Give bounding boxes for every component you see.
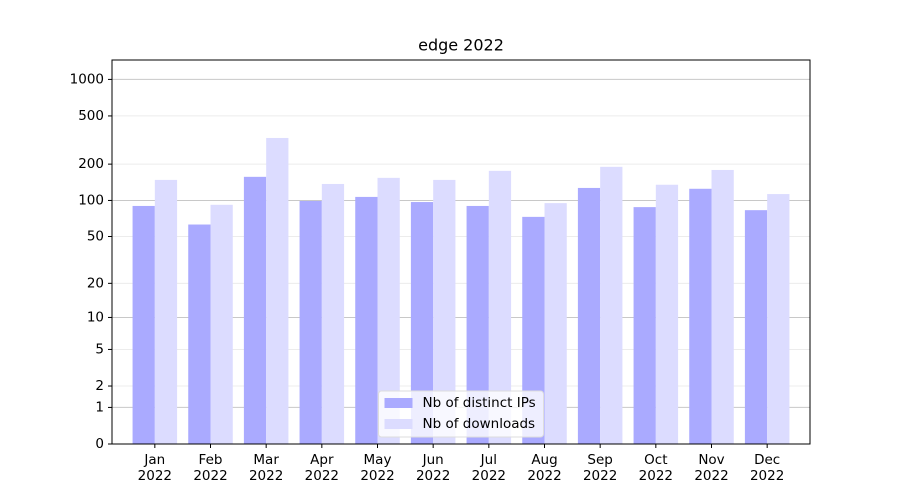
bar	[655, 184, 679, 444]
bar	[243, 176, 267, 445]
x-tick-label: Jul 2022	[471, 452, 506, 484]
y-tick-label: 10	[87, 309, 104, 325]
legend-label: Nb of distinct IPs	[423, 395, 536, 411]
chart-title: edge 2022	[418, 36, 504, 55]
bar	[377, 177, 400, 444]
x-tick-label: Oct 2022	[638, 452, 673, 484]
bar	[600, 166, 623, 444]
bar	[266, 137, 289, 444]
y-tick-label: 20	[87, 275, 104, 291]
y-tick-label: 1000	[70, 71, 104, 87]
bar	[433, 179, 456, 444]
bar	[577, 187, 601, 444]
bar	[188, 224, 211, 444]
x-tick-label: May 2022	[360, 452, 395, 484]
x-tick-label: Jan 2022	[137, 452, 172, 484]
bar	[132, 205, 155, 444]
bar	[210, 204, 233, 444]
x-tick-label: Aug 2022	[527, 452, 562, 484]
bar	[544, 203, 567, 444]
legend-label: Nb of downloads	[423, 416, 536, 432]
bar	[410, 202, 434, 444]
x-tick-label: Jun 2022	[415, 452, 451, 484]
legend-swatch	[384, 398, 413, 408]
legend-swatch	[384, 419, 413, 429]
plot-frame	[111, 59, 811, 445]
legend-box	[378, 390, 544, 438]
x-tick-label: Sep 2022	[582, 452, 618, 484]
y-tick-label: 2	[95, 378, 104, 394]
bar	[466, 205, 489, 444]
y-tick-label: 50	[87, 229, 104, 245]
x-tick-label: Nov 2022	[694, 452, 729, 484]
y-tick-label: 0	[95, 436, 104, 452]
bar	[689, 188, 712, 444]
legend: Nb of distinct IPs Nb of downloads	[378, 390, 544, 438]
bar	[744, 210, 768, 444]
x-tick-label: Feb 2022	[193, 452, 228, 484]
y-tick-label: 5	[95, 341, 104, 357]
x-tick-label: Mar 2022	[248, 452, 284, 484]
y-tick-label: 100	[78, 192, 104, 208]
bar	[154, 179, 178, 444]
bar	[711, 169, 734, 444]
bar	[321, 183, 345, 444]
y-tick-label: 200	[78, 156, 104, 172]
bar	[522, 216, 545, 444]
bar	[488, 170, 512, 444]
bar	[767, 194, 790, 444]
bar	[355, 196, 378, 444]
x-tick-label: Dec 2022	[749, 452, 785, 484]
y-tick-label: 500	[78, 108, 104, 124]
y-tick-label: 1	[95, 399, 104, 415]
bar	[299, 200, 322, 444]
x-tick-label: Apr 2022	[304, 452, 339, 484]
bar	[633, 207, 656, 444]
